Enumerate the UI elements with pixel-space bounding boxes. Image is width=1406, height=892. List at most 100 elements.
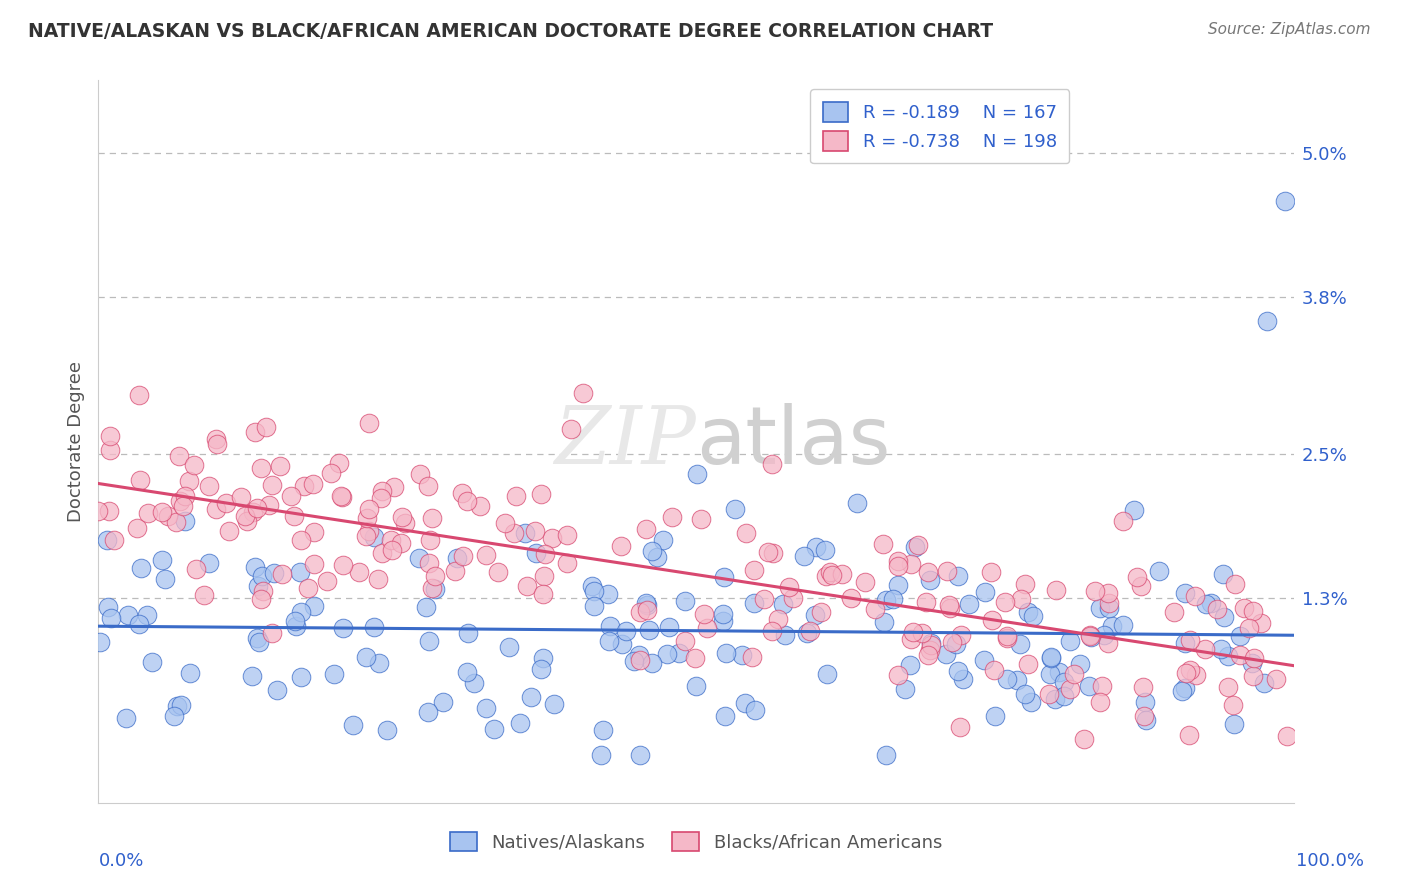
Text: NATIVE/ALASKAN VS BLACK/AFRICAN AMERICAN DOCTORATE DEGREE CORRELATION CHART: NATIVE/ALASKAN VS BLACK/AFRICAN AMERICAN… xyxy=(28,22,993,41)
Point xyxy=(804,540,827,554)
Point xyxy=(938,599,960,613)
Point xyxy=(952,673,974,687)
Point xyxy=(418,634,440,648)
Point xyxy=(198,478,221,492)
Point xyxy=(1073,732,1095,747)
Point xyxy=(915,595,938,609)
Point xyxy=(1017,605,1039,619)
Point xyxy=(1098,601,1121,615)
Point xyxy=(599,619,621,633)
Point xyxy=(1011,592,1033,607)
Point xyxy=(583,584,606,599)
Point xyxy=(342,718,364,732)
Point xyxy=(328,456,350,470)
Point xyxy=(284,615,307,629)
Point xyxy=(949,720,972,734)
Point xyxy=(995,631,1018,645)
Point xyxy=(157,509,180,524)
Point xyxy=(1084,583,1107,598)
Point xyxy=(419,533,441,547)
Point xyxy=(845,496,868,510)
Point xyxy=(734,525,756,540)
Point xyxy=(240,669,263,683)
Point xyxy=(246,632,269,646)
Point xyxy=(540,532,562,546)
Point xyxy=(560,422,582,436)
Point xyxy=(347,565,370,579)
Point xyxy=(761,624,783,638)
Point xyxy=(742,563,765,577)
Point xyxy=(371,546,394,560)
Point xyxy=(714,708,737,723)
Point xyxy=(394,516,416,531)
Point xyxy=(218,524,240,538)
Point xyxy=(231,490,253,504)
Point xyxy=(283,508,305,523)
Point xyxy=(804,608,827,623)
Point xyxy=(1233,601,1256,615)
Point xyxy=(984,708,1007,723)
Point xyxy=(714,646,737,660)
Point xyxy=(995,629,1018,643)
Point xyxy=(1097,636,1119,650)
Point xyxy=(1185,668,1208,682)
Point xyxy=(247,635,270,649)
Point xyxy=(260,625,283,640)
Point xyxy=(762,546,785,560)
Point xyxy=(252,583,274,598)
Point xyxy=(917,566,939,580)
Point xyxy=(831,566,853,581)
Point xyxy=(775,628,797,642)
Point xyxy=(515,526,537,541)
Point xyxy=(920,635,942,649)
Point xyxy=(1063,667,1085,681)
Point xyxy=(1077,679,1099,693)
Point xyxy=(1039,650,1062,665)
Point xyxy=(1045,582,1067,597)
Point xyxy=(250,569,273,583)
Point xyxy=(1133,709,1156,723)
Point xyxy=(509,716,531,731)
Point xyxy=(484,723,506,737)
Point xyxy=(486,565,509,579)
Point xyxy=(205,501,228,516)
Point xyxy=(250,461,273,475)
Point xyxy=(917,648,939,663)
Point xyxy=(898,657,921,672)
Point xyxy=(375,723,398,737)
Point xyxy=(980,565,1002,579)
Point xyxy=(288,565,311,579)
Point xyxy=(363,620,385,634)
Point xyxy=(731,648,754,662)
Point xyxy=(711,614,734,628)
Point xyxy=(215,496,238,510)
Point xyxy=(818,566,841,580)
Point xyxy=(1212,566,1234,581)
Point xyxy=(302,599,325,614)
Point xyxy=(555,556,578,570)
Point xyxy=(389,535,412,549)
Point xyxy=(920,573,942,587)
Point xyxy=(983,663,1005,677)
Point xyxy=(882,592,904,607)
Point xyxy=(756,545,779,559)
Point xyxy=(332,621,354,635)
Point xyxy=(1014,577,1036,591)
Point xyxy=(945,637,967,651)
Point xyxy=(315,574,337,589)
Point xyxy=(1274,194,1296,208)
Point xyxy=(302,525,325,540)
Point xyxy=(179,665,201,680)
Point xyxy=(177,474,200,488)
Point xyxy=(887,668,910,682)
Point xyxy=(598,634,620,648)
Point xyxy=(451,549,474,564)
Point xyxy=(768,611,790,625)
Point xyxy=(87,504,110,518)
Point xyxy=(367,573,389,587)
Point xyxy=(256,419,278,434)
Point xyxy=(612,636,634,650)
Point xyxy=(357,417,380,431)
Point xyxy=(450,486,472,500)
Point xyxy=(1184,589,1206,603)
